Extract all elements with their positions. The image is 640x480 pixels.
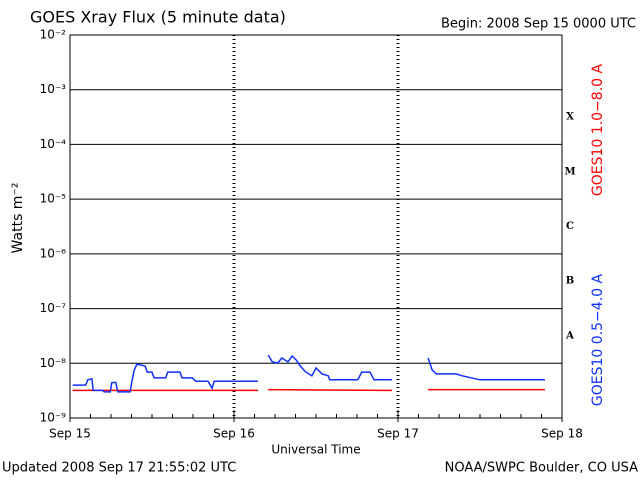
flare-class-label: M — [564, 166, 575, 177]
y-tick-label: 10⁻⁷ — [40, 301, 67, 315]
x-tick-label: Sep 15 — [49, 427, 91, 441]
y-tick-label: 10⁻⁸ — [40, 356, 67, 370]
legend-entry: GOES10 1.0−8.0 A — [590, 64, 606, 197]
x-tick-label: Sep 16 — [213, 427, 255, 441]
series-line — [72, 388, 545, 392]
y-tick-label: 10⁻³ — [40, 82, 67, 96]
x-tick-label: Sep 17 — [377, 427, 419, 441]
flare-class-label: X — [566, 112, 574, 123]
plot-frame — [69, 34, 563, 419]
x-tick-label: Sep 18 — [541, 427, 583, 441]
flare-class-label: C — [566, 221, 574, 232]
y-tick-label: 10⁻⁵ — [40, 192, 67, 206]
chart-subtitle: Begin: 2008 Sep 15 0000 UTC — [441, 17, 636, 32]
footer-left: Updated 2008 Sep 17 21:55:02 UTC — [2, 461, 236, 476]
footer-right: NOAA/SWPC Boulder, CO USA — [445, 461, 638, 476]
legend-entry: GOES10 0.5−4.0 A — [590, 274, 606, 407]
series-line — [72, 354, 545, 393]
flare-class-label: B — [566, 276, 574, 287]
y-tick-label: 10⁻² — [40, 28, 67, 42]
y-axis-label: Watts m⁻² — [10, 183, 26, 254]
x-axis-label: Universal Time — [271, 443, 360, 457]
chart-title: GOES Xray Flux (5 minute data) — [30, 8, 286, 27]
flare-class-label: A — [565, 330, 574, 341]
y-tick-label: 10⁻⁶ — [40, 246, 67, 260]
y-tick-label: 10⁻⁴ — [40, 137, 67, 151]
y-tick-label: 10⁻⁹ — [40, 411, 67, 425]
